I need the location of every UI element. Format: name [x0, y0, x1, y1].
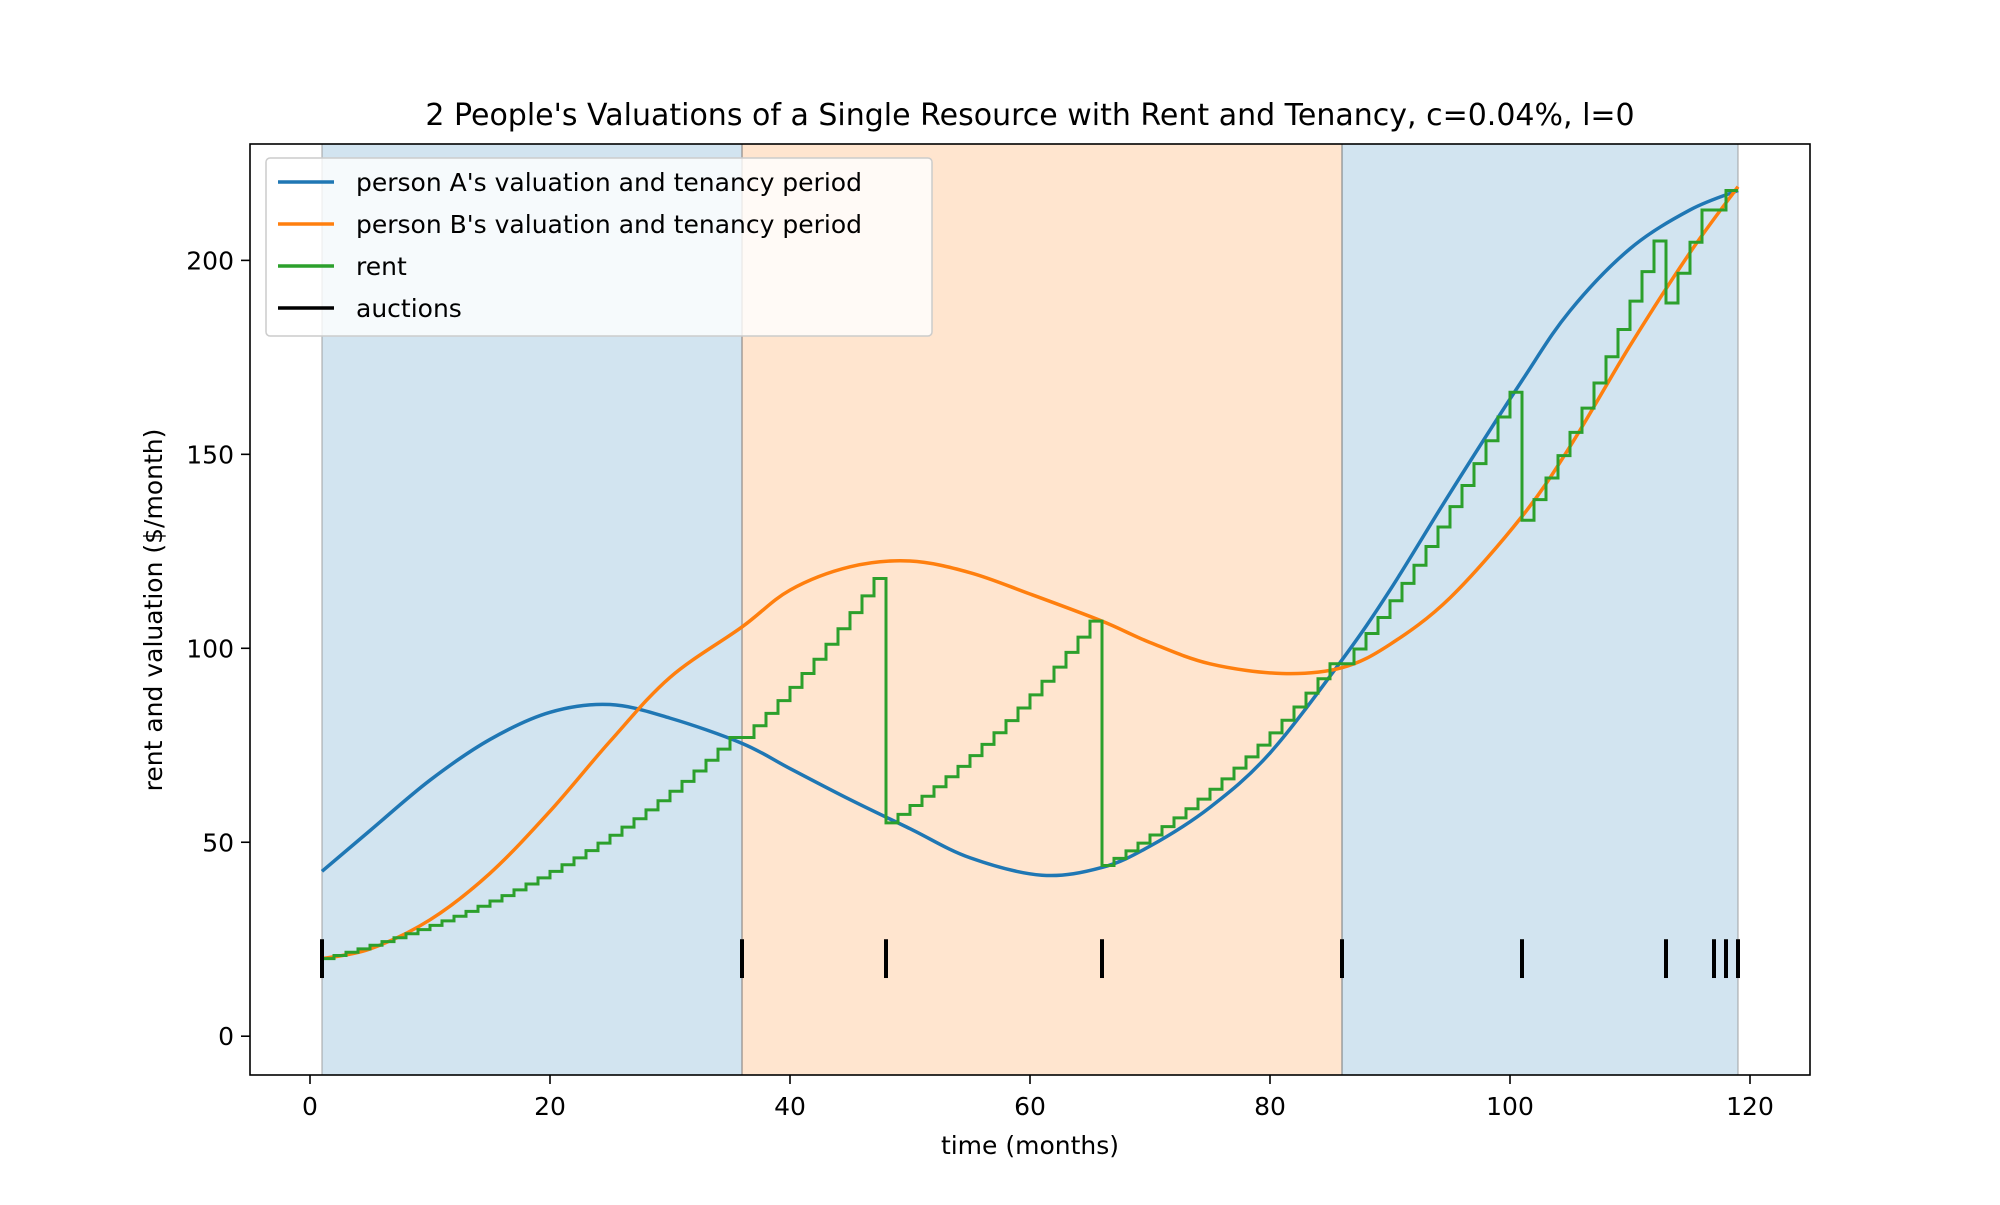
y-tick-label: 0: [218, 1022, 234, 1051]
x-tick-label: 0: [302, 1092, 318, 1121]
series-person-a-valuation: [320, 188, 1739, 878]
auction-marks: [320, 939, 1740, 979]
y-axis-ticks: 0 50 100 150 200: [186, 246, 250, 1051]
legend-label-person-a: person A's valuation and tenancy period: [356, 168, 862, 197]
x-tick-label: 80: [1254, 1092, 1286, 1121]
chart-title: 2 People's Valuations of a Single Resour…: [425, 98, 1634, 133]
x-tick-label: 120: [1726, 1092, 1774, 1121]
legend: person A's valuation and tenancy period …: [265, 157, 933, 337]
legend-label-auctions: auctions: [356, 294, 462, 323]
y-tick-label: 200: [186, 246, 234, 275]
y-tick-label: 50: [202, 828, 234, 857]
x-tick-label: 60: [1014, 1092, 1046, 1121]
x-axis-ticks: 0 20 40 60 80 100 120: [302, 1075, 1774, 1121]
x-tick-label: 40: [774, 1092, 806, 1121]
legend-label-person-b: person B's valuation and tenancy period: [356, 210, 862, 239]
x-axis-label: time (months): [941, 1131, 1119, 1160]
y-tick-label: 150: [186, 440, 234, 469]
x-tick-label: 100: [1486, 1092, 1534, 1121]
y-tick-label: 100: [186, 634, 234, 663]
legend-box: [265, 157, 933, 337]
series-rent: [322, 189, 1738, 961]
tenancy-band-a-2: [1342, 144, 1738, 1075]
x-tick-label: 20: [534, 1092, 566, 1121]
legend-label-rent: rent: [356, 252, 407, 281]
series-layer: [320, 185, 1740, 961]
y-axis-label: rent and valuation ($/month): [139, 429, 168, 792]
